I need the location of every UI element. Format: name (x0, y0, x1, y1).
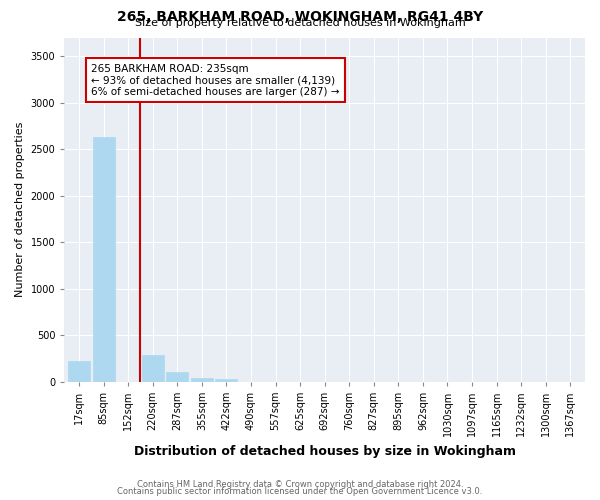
Text: Contains public sector information licensed under the Open Government Licence v3: Contains public sector information licen… (118, 487, 482, 496)
Text: 265 BARKHAM ROAD: 235sqm
← 93% of detached houses are smaller (4,139)
6% of semi: 265 BARKHAM ROAD: 235sqm ← 93% of detach… (91, 64, 340, 96)
Y-axis label: Number of detached properties: Number of detached properties (15, 122, 25, 298)
Bar (142, 354, 164, 382)
Bar (68, 361, 90, 382)
Text: Size of property relative to detached houses in Wokingham: Size of property relative to detached ho… (134, 18, 466, 28)
Text: Contains HM Land Registry data © Crown copyright and database right 2024.: Contains HM Land Registry data © Crown c… (137, 480, 463, 489)
Bar (92, 137, 115, 382)
Bar (191, 378, 213, 382)
Bar (166, 372, 188, 382)
Bar (215, 380, 238, 382)
Text: 265, BARKHAM ROAD, WOKINGHAM, RG41 4BY: 265, BARKHAM ROAD, WOKINGHAM, RG41 4BY (117, 10, 483, 24)
X-axis label: Distribution of detached houses by size in Wokingham: Distribution of detached houses by size … (134, 444, 515, 458)
